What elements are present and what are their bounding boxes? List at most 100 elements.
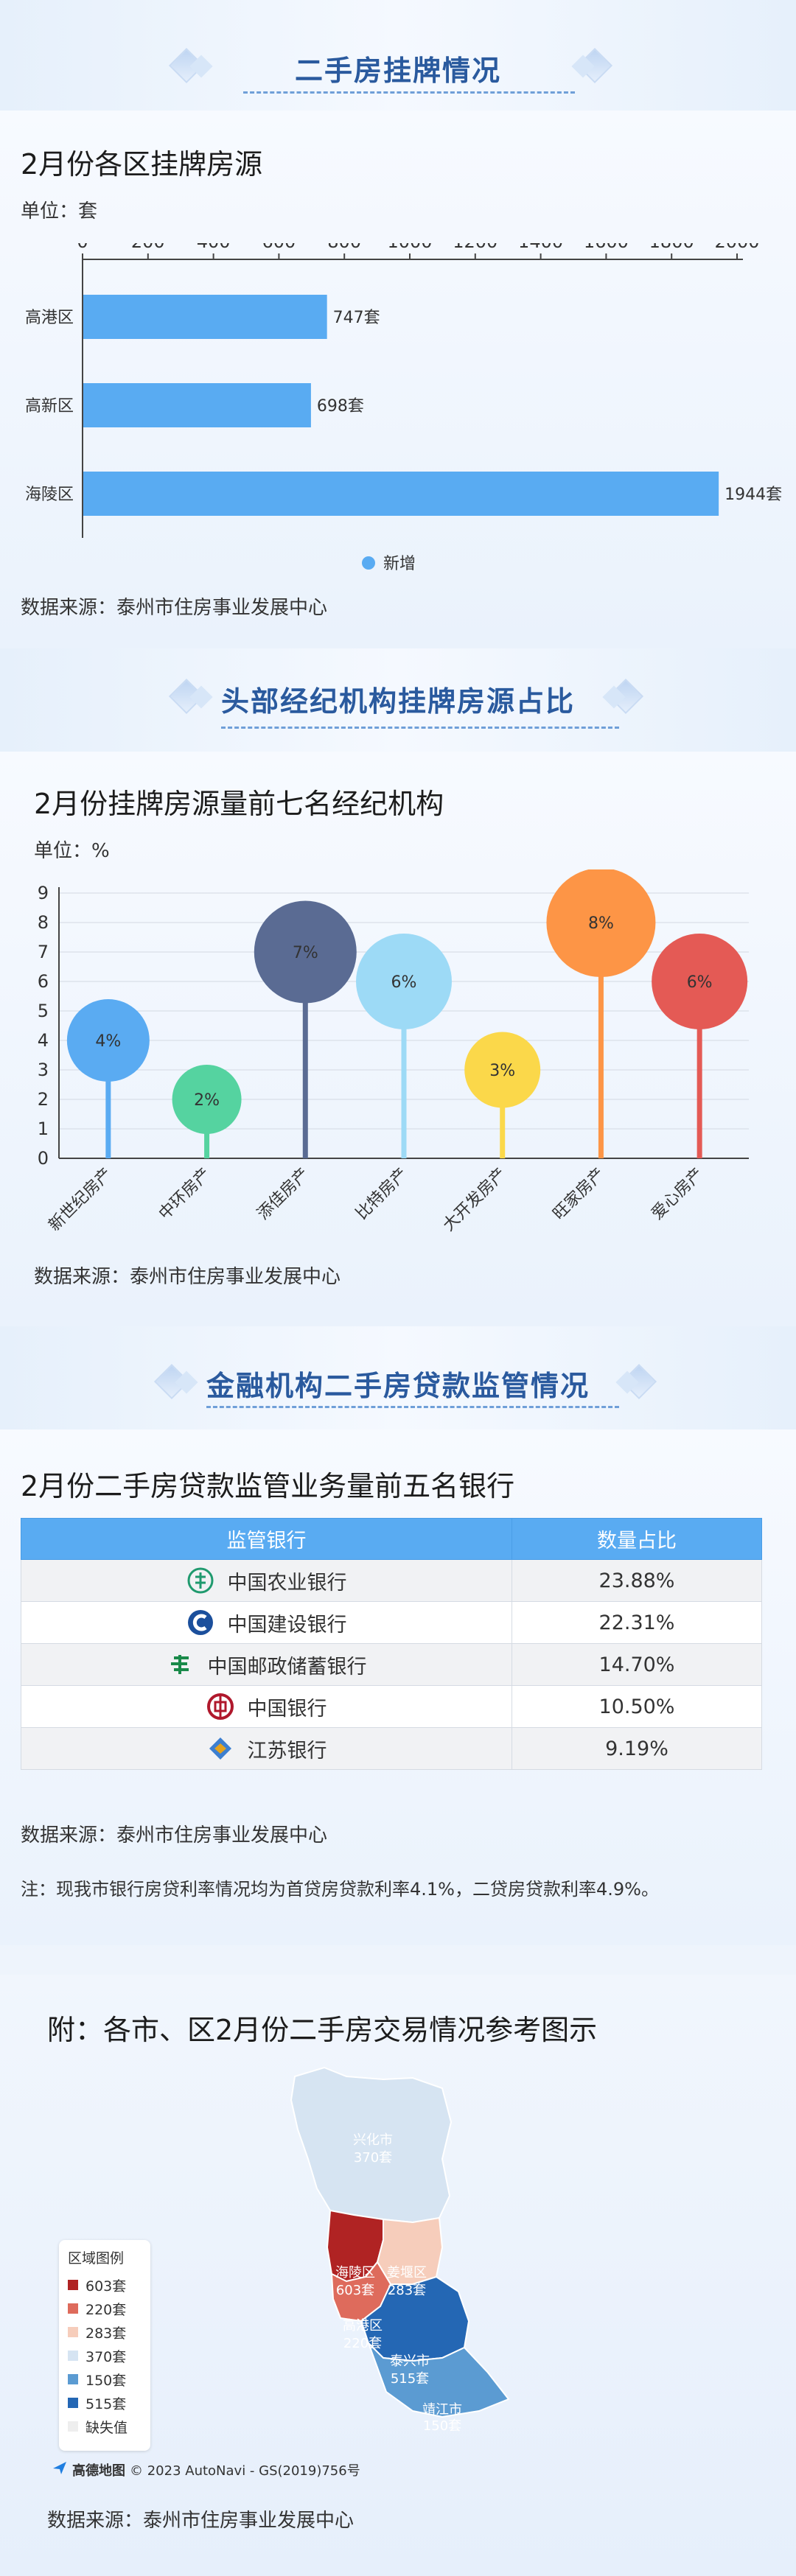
table-title: 2月份二手房贷款监管业务量前五名银行: [21, 1470, 515, 1502]
bar-value-label: 747套: [333, 309, 380, 327]
section-title-underline: [206, 1406, 619, 1408]
chart1-svg: 0 200 400 600 800 1000 1200 1400 1600 1800 2000 高港区…: [25, 243, 782, 573]
bank-name: 中国银行: [247, 1697, 327, 1721]
legend-item: 缺失值: [68, 2415, 142, 2438]
chart2-svg: 0 1 2 3 4 5 6 7 8 9 4% 新世纪房产 2% 中环房产 7% 添佳房产 6% 比特房产 3% 大开发…: [38, 869, 749, 1235]
bar-value-label: 1944套: [725, 486, 782, 504]
section-title-agencies: 头部经纪机构挂牌房源占比: [220, 685, 575, 718]
region-jingjiang: [368, 2342, 510, 2418]
y-tick-label: 8: [38, 912, 49, 933]
table-note: 注：现我市银行房贷利率情况均为首贷房贷款利率4.1%，二贷房贷款利率4.9%。: [21, 1879, 659, 1900]
category-label: 大开发房产: [439, 1165, 509, 1235]
section-title-underline: [243, 91, 575, 94]
lollipop-bubble: [66, 999, 150, 1082]
bar: [83, 295, 327, 339]
table-row: 中国邮政储蓄银行 14.70%: [21, 1643, 762, 1686]
table-row: 中国银行 10.50%: [21, 1685, 762, 1728]
bubble-value-label: 2%: [194, 1091, 220, 1110]
bank-cell: 中国邮政储蓄银行: [21, 1643, 512, 1686]
share-cell: 14.70%: [512, 1643, 762, 1686]
lollipop-bubble: [356, 934, 452, 1029]
bubble-value-label: 6%: [391, 973, 417, 992]
x-tick-label: 200: [131, 243, 165, 252]
x-tick-label: 1000: [387, 243, 432, 252]
lollipop-bubble: [652, 934, 748, 1029]
y-tick-label: 7: [38, 942, 49, 962]
y-tick-label: 4: [38, 1030, 49, 1051]
legend-item: 603套: [68, 2273, 142, 2297]
legend-label: 缺失值: [85, 2419, 128, 2436]
region-value: 220套: [343, 2336, 382, 2351]
region-value: 370套: [354, 2150, 392, 2166]
y-tick-label: 6: [38, 971, 49, 992]
x-tick-label: 2000: [714, 243, 759, 252]
bank-table: 监管银行 数量占比 中国农业银行 23.88% 中国建设银行 22.31% 中国…: [21, 1518, 762, 1770]
category-label: 高新区: [25, 397, 74, 416]
legend-label: 150套: [85, 2372, 127, 2389]
y-tick-label: 1: [38, 1119, 49, 1139]
y-tick-label: 3: [38, 1060, 49, 1080]
table-header-share: 数量占比: [512, 1518, 762, 1560]
region-label: 海陵区: [335, 2265, 375, 2281]
bubble-value-label: 6%: [687, 973, 713, 992]
chart1-panel: [0, 111, 796, 648]
x-tick-label: 400: [197, 243, 231, 252]
share-cell: 10.50%: [512, 1685, 762, 1728]
bank-name: 中国农业银行: [227, 1571, 347, 1595]
table-source: 数据来源：泰州市住房事业发展中心: [21, 1824, 328, 1847]
legend-item: 150套: [68, 2367, 142, 2391]
region-label: 兴化市: [353, 2132, 393, 2148]
category-label: 中环房产: [156, 1165, 214, 1224]
legend-label: 370套: [85, 2348, 127, 2365]
bar-value-label: 698套: [317, 397, 364, 416]
lollipop-bubble: [172, 1065, 242, 1134]
x-tick-label: 1200: [453, 243, 498, 252]
legend-label: 新增: [383, 555, 416, 573]
bank-cell: 中国银行: [21, 1685, 512, 1728]
y-tick-label: 9: [38, 883, 49, 903]
abc-bank-icon: [186, 1567, 214, 1595]
section-header-2: [0, 648, 796, 752]
x-tick-label: 1600: [584, 243, 629, 252]
attribution-text: © 2023 AutoNavi - GS(2019)756号: [130, 2463, 360, 2479]
chart1-unit: 单位：套: [21, 200, 98, 223]
category-label: 比特房产: [352, 1165, 411, 1224]
legend-swatch: [68, 2351, 78, 2361]
bubble-value-label: 4%: [95, 1032, 121, 1051]
table-header-row: 监管银行 数量占比: [21, 1518, 762, 1560]
amap-logo-text: 高德地图: [72, 2463, 125, 2479]
y-tick-label: 2: [38, 1089, 49, 1110]
legend-swatch: [68, 2421, 78, 2432]
map-attribution: 高德地图 © 2023 AutoNavi - GS(2019)756号: [52, 2460, 360, 2479]
table-row: 中国农业银行 23.88%: [21, 1559, 762, 1602]
taizhou-map: 兴化市 370套 海陵区 603套 姜堰区 283套 高港区 220套 泰兴市 …: [290, 2066, 510, 2432]
share-cell: 22.31%: [512, 1601, 762, 1644]
region-label: 高港区: [343, 2318, 383, 2334]
map-legend: 区域图例 603套 220套 283套 370套 150套 515套 缺失值: [59, 2240, 150, 2451]
bar: [83, 383, 311, 427]
legend-label: 515套: [85, 2395, 127, 2412]
bar: [83, 472, 719, 516]
section-title-listings: 二手房挂牌情况: [294, 55, 501, 87]
legend-item: 370套: [68, 2344, 142, 2367]
table-row: 江苏银行 9.19%: [21, 1727, 762, 1770]
section-header-3: [0, 1326, 796, 1429]
bank-cell: 江苏银行: [21, 1727, 512, 1770]
bubble-value-label: 8%: [588, 914, 614, 933]
legend-item: 283套: [68, 2320, 142, 2344]
bank-cell: 中国农业银行: [21, 1559, 512, 1602]
chart1-title: 2月份各区挂牌房源: [21, 148, 263, 181]
x-tick-label: 0: [77, 243, 88, 252]
map-title: 附：各市、区2月份二手房交易情况参考图示: [47, 2014, 598, 2046]
category-label: 海陵区: [25, 486, 74, 504]
category-label: 高港区: [25, 309, 74, 327]
lollipop-bubble: [546, 869, 656, 977]
jsb-bank-icon: [206, 1735, 234, 1763]
region-value: 283套: [388, 2283, 426, 2298]
share-cell: 23.88%: [512, 1559, 762, 1602]
x-tick-label: 1800: [649, 243, 694, 252]
section-title-loans: 金融机构二手房贷款监管情况: [206, 1370, 590, 1402]
section-title-underline: [221, 727, 619, 729]
region-label: 泰兴市: [390, 2353, 430, 2369]
bank-name: 中国邮政储蓄银行: [207, 1655, 367, 1679]
